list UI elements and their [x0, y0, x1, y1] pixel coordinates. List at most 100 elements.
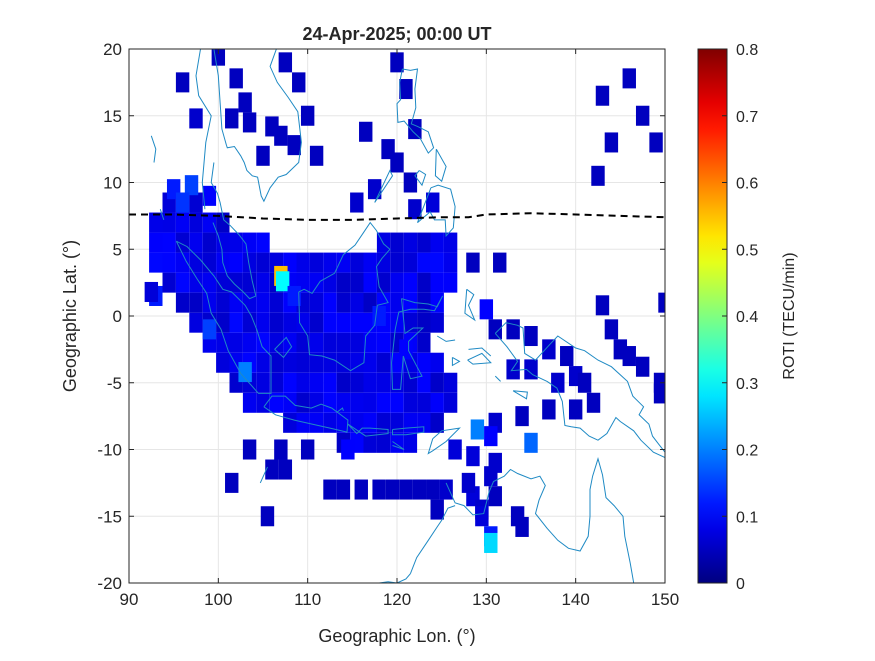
roti-cell	[426, 192, 440, 213]
roti-cell	[595, 85, 610, 106]
roti-cell	[269, 352, 284, 373]
x-tick-label: 130	[472, 590, 500, 609]
roti-cell	[242, 272, 257, 293]
roti-cell	[189, 192, 203, 213]
roti-cell	[399, 479, 413, 500]
coastline	[494, 333, 665, 458]
colorbar: 0 0.1 0.2 0.3 0.4 0.5 0.6 0.7 0.8 ROTI (TECU/min…	[697, 42, 798, 593]
roti-cell	[430, 232, 444, 253]
roti-cell	[265, 459, 279, 480]
roti-cell	[287, 285, 301, 306]
roti-cell	[399, 339, 413, 360]
roti-cell	[350, 332, 364, 353]
roti-cell	[350, 312, 364, 333]
roti-cell	[202, 292, 217, 313]
colorbar-tick-label: 0.8	[736, 42, 758, 59]
roti-cell	[274, 125, 288, 146]
x-tick-label: 120	[383, 590, 411, 609]
roti-cell	[591, 165, 605, 186]
roti-cell	[363, 432, 377, 453]
roti-cell	[363, 372, 377, 393]
coastline	[464, 288, 476, 322]
roti-cell	[149, 252, 163, 273]
roti-cell	[296, 332, 310, 353]
roti-cell	[658, 292, 665, 313]
roti-cell	[595, 295, 610, 316]
roti-cell	[390, 292, 404, 313]
magnetic-equator	[129, 212, 665, 221]
roti-cell	[162, 212, 176, 233]
roti-cell	[376, 332, 391, 353]
roti-cell	[296, 392, 310, 413]
roti-cell	[189, 312, 203, 333]
roti-cell	[350, 252, 364, 273]
coastline	[396, 573, 411, 583]
y-tick-label: -10	[97, 441, 122, 460]
roti-cell	[283, 352, 297, 373]
coastline	[436, 335, 456, 342]
roti-cell	[296, 412, 310, 433]
roti-cell	[202, 185, 217, 206]
roti-cell	[323, 479, 337, 500]
roti-cell	[216, 312, 230, 333]
coastline	[512, 390, 528, 400]
roti-cell	[162, 252, 176, 273]
roti-cell	[390, 392, 404, 413]
roti-cell	[283, 312, 297, 333]
coastline	[298, 221, 391, 372]
roti-cell	[216, 272, 230, 293]
colorbar-tick-label: 0.5	[736, 242, 758, 259]
colorbar-tick-label: 0.6	[736, 176, 758, 193]
roti-cell	[403, 172, 418, 193]
roti-cell	[189, 252, 203, 273]
roti-cell	[242, 292, 257, 313]
roti-cell	[202, 272, 217, 293]
roti-cell	[390, 152, 404, 173]
coastline	[195, 49, 212, 210]
y-tick-label: 20	[103, 40, 122, 59]
roti-cell	[256, 292, 270, 313]
roti-cell	[350, 292, 364, 313]
roti-cell	[430, 312, 444, 333]
roti-cell	[448, 439, 462, 460]
roti-cell	[363, 352, 377, 373]
roti-cell	[350, 352, 364, 373]
roti-cell	[484, 532, 498, 553]
roti-cell	[175, 292, 190, 313]
roti-cell	[649, 132, 663, 153]
roti-cell	[189, 108, 203, 129]
roti-cell	[144, 281, 159, 302]
coastline	[468, 347, 492, 357]
roti-cell	[256, 312, 270, 333]
roti-cell	[542, 399, 556, 420]
roti-cell	[363, 332, 377, 353]
roti-cell	[216, 352, 230, 373]
roti-cell	[323, 252, 337, 273]
roti-cell	[242, 332, 257, 353]
roti-cell	[350, 272, 364, 293]
colorbar-tick-label: 0.7	[736, 109, 758, 126]
roti-cell	[309, 312, 324, 333]
roti-cell	[336, 272, 351, 293]
roti-cell	[443, 252, 458, 273]
y-axis-label: Geographic Lat. (°)	[60, 240, 80, 392]
roti-cell	[323, 352, 337, 373]
coastline	[336, 407, 344, 413]
roti-cell	[376, 372, 391, 393]
roti-cell	[376, 412, 391, 433]
roti-cell	[430, 292, 444, 313]
roti-cell	[350, 192, 364, 213]
roti-cell	[216, 232, 230, 253]
y-tick-label: -15	[97, 507, 122, 526]
coastline	[259, 466, 268, 484]
roti-cell	[635, 105, 650, 126]
roti-cell	[443, 272, 458, 293]
roti-cell	[430, 272, 444, 293]
roti-cells	[144, 49, 665, 553]
axis-ticks: 90 100 110 120 130 140 150 20 15 10 5 0 -5 -10 -15 -20	[97, 40, 679, 609]
roti-cell	[242, 252, 257, 273]
roti-cell	[189, 232, 203, 253]
roti-cell	[560, 346, 574, 367]
roti-cell	[216, 292, 230, 313]
